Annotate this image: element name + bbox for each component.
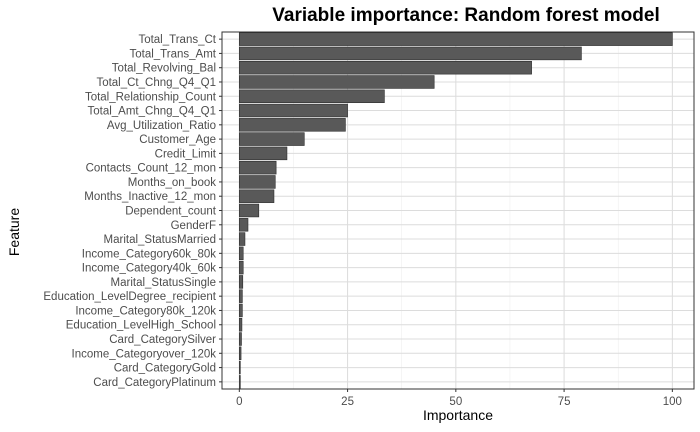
bar <box>239 318 243 332</box>
y-tick-label: Dependent_count <box>125 206 217 218</box>
bar <box>239 260 244 275</box>
bar <box>239 303 243 318</box>
y-tick-label: Income_Category40k_60k <box>82 263 216 275</box>
y-tick-label: Education_LevelDegree_recipient <box>43 291 216 303</box>
bar <box>239 289 243 303</box>
bar <box>239 189 275 203</box>
bar <box>239 346 242 361</box>
y-tick-label: Total_Trans_Ct <box>138 34 216 46</box>
bar <box>239 103 348 118</box>
y-tick-label: Months_Inactive_12_mon <box>84 191 216 203</box>
y-tick-label: Income_Category80k_120k <box>75 305 216 317</box>
y-tick-label: Total_Amt_Chng_Q4_Q1 <box>88 106 217 118</box>
y-tick-label: Marital_StatusSingle <box>111 277 216 289</box>
y-tick-label: Customer_Age <box>139 134 216 146</box>
bar <box>239 375 241 389</box>
x-tick-label: 50 <box>449 396 462 408</box>
y-tick-label: Card_CategorySilver <box>109 334 216 346</box>
bar <box>239 32 673 46</box>
y-tick-label: Credit_Limit <box>155 148 217 160</box>
y-tick-label: Marital_StatusMarried <box>104 234 216 246</box>
x-tick-label: 0 <box>236 396 242 408</box>
bar <box>239 75 435 89</box>
y-tick-label: Income_Category60k_80k <box>82 248 216 260</box>
y-tick-label: Total_Trans_Amt <box>130 48 217 60</box>
x-tick-label: 100 <box>663 396 682 408</box>
bar <box>239 275 244 289</box>
y-tick-label: Card_CategoryPlatinum <box>93 377 216 389</box>
bar <box>239 146 288 161</box>
x-tick-label: 25 <box>341 396 354 408</box>
y-tick-label: Total_Relationship_Count <box>85 91 217 103</box>
y-tick-label: Avg_Utilization_Ratio <box>107 120 216 132</box>
y-tick-label: Contacts_Count_12_mon <box>86 163 216 175</box>
bar <box>239 89 385 103</box>
bar <box>239 60 532 75</box>
bar <box>239 232 246 246</box>
y-tick-label: Income_Categoryover_120k <box>72 348 217 360</box>
bar <box>239 360 241 375</box>
y-tick-label: Total_Ct_Chng_Q4_Q1 <box>96 77 216 89</box>
bar <box>239 160 277 175</box>
bar <box>239 246 244 261</box>
y-tick-label: Months_on_book <box>128 177 216 189</box>
bar <box>239 175 276 189</box>
y-tick-label: Education_LevelHigh_School <box>66 320 216 332</box>
x-axis-title: Importance <box>422 407 494 423</box>
y-tick-label: Card_CategoryGold <box>114 363 216 375</box>
bar <box>239 203 260 218</box>
x-tick-label: 75 <box>558 396 571 408</box>
bar <box>239 118 346 132</box>
y-tick-label: GenderF <box>171 220 216 232</box>
chart-title: Variable importance: Random forest model <box>272 5 660 26</box>
bar <box>239 132 305 146</box>
bar <box>239 218 249 232</box>
y-tick-label: Total_Revolving_Bal <box>112 63 216 75</box>
bar <box>239 46 582 61</box>
bar <box>239 332 242 346</box>
